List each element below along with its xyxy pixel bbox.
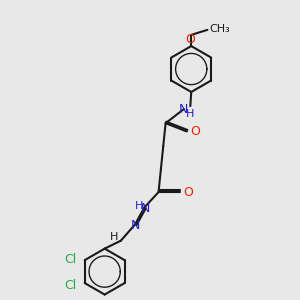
Text: N: N	[131, 219, 140, 232]
Text: Cl: Cl	[64, 253, 76, 266]
Text: O: O	[183, 186, 193, 199]
Text: Cl: Cl	[64, 279, 76, 292]
Text: H: H	[186, 110, 194, 119]
Text: N: N	[179, 103, 188, 116]
Text: O: O	[190, 125, 200, 138]
Text: N: N	[140, 202, 150, 214]
Text: H: H	[110, 232, 118, 242]
Text: H: H	[135, 201, 143, 211]
Text: O: O	[185, 33, 195, 46]
Text: CH₃: CH₃	[210, 24, 230, 34]
